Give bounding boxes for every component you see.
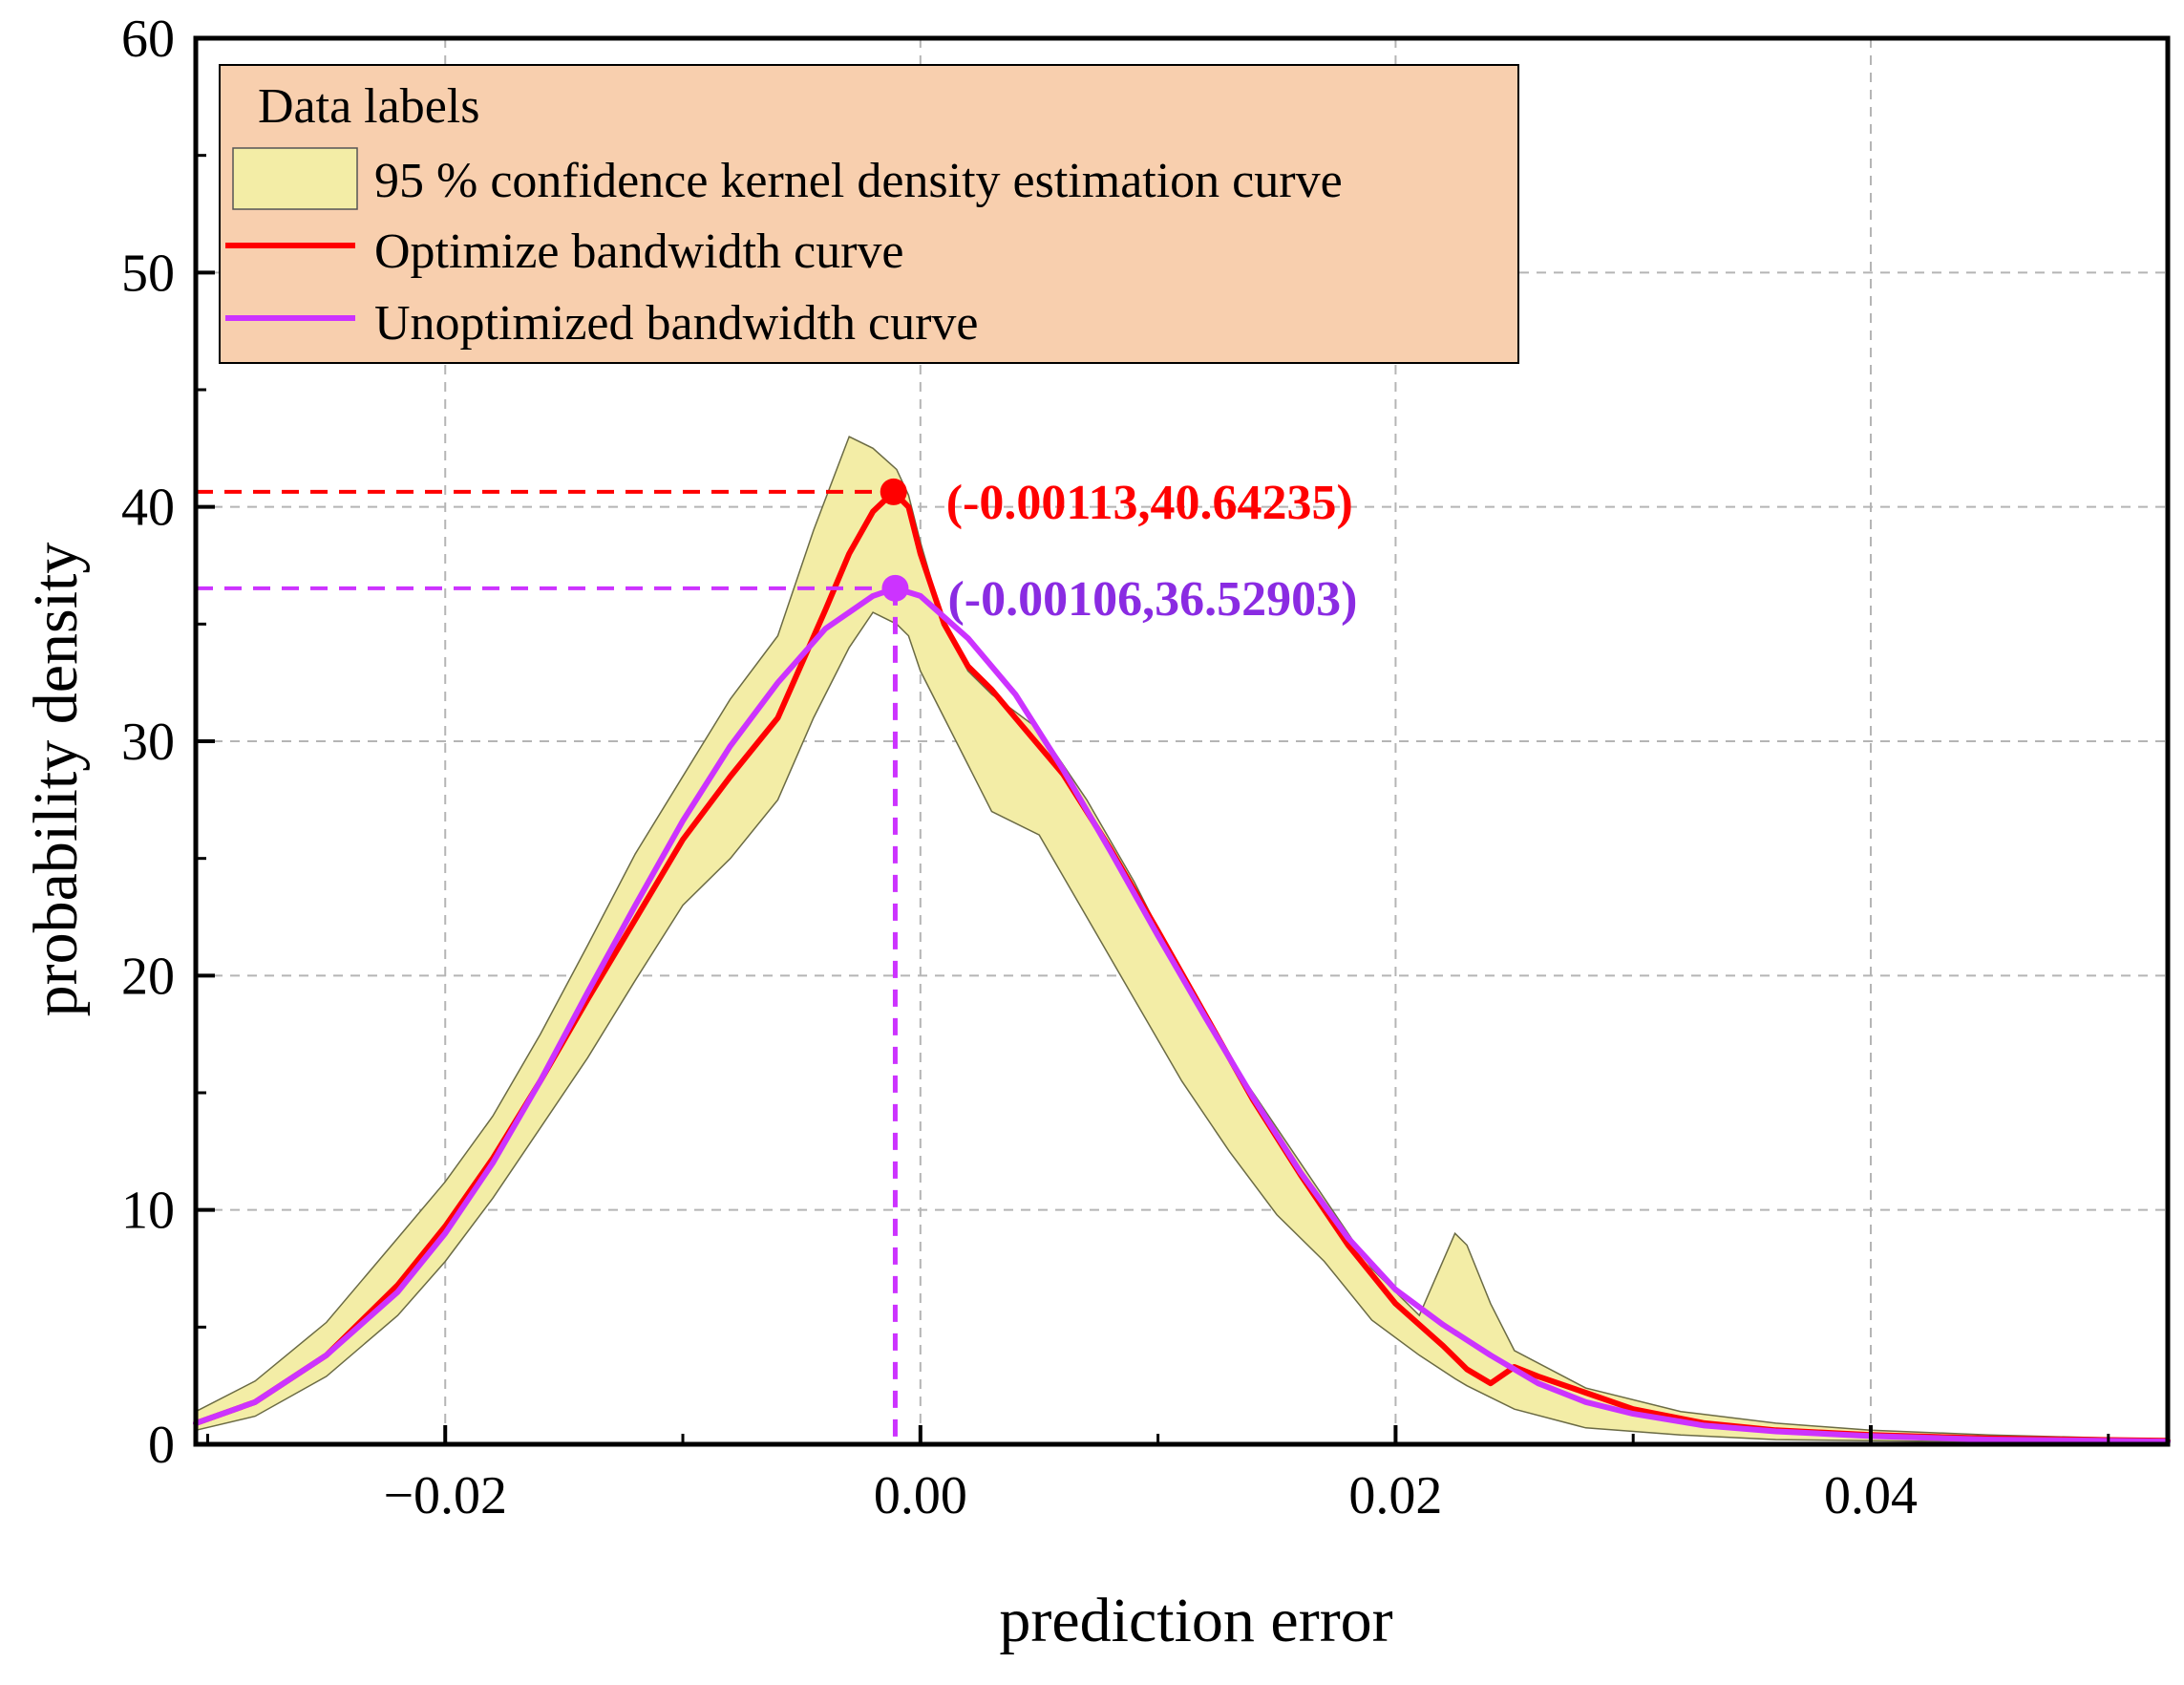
y-tick-label: 0: [148, 1416, 175, 1475]
legend-box: [219, 64, 1519, 364]
y-tick-label: 50: [121, 244, 175, 303]
x-tick-label: 0.02: [1348, 1466, 1442, 1525]
x-tick-label: 0.00: [874, 1466, 967, 1525]
optimized-bandwidth-line: [193, 489, 2171, 1444]
x-tick-label: −0.02: [383, 1466, 507, 1525]
axis-ticks: −0.02 0.00 0.02 0.04 0 10 20 30 40 50 60: [121, 10, 2110, 1525]
legend-label-optimized: Optimize bandwidth curve: [374, 224, 904, 279]
legend-band-swatch: [232, 147, 358, 210]
peak-marker: [880, 478, 907, 505]
y-tick-label: 60: [121, 10, 175, 69]
peak-marker: [881, 574, 909, 602]
legend: Data labels 95 % confidence kernel densi…: [219, 64, 1519, 364]
y-tick-label: 20: [121, 947, 175, 1006]
peak-annotation-label: (-0.00113,40.64235): [946, 476, 1353, 530]
y-tick-label: 30: [121, 713, 175, 772]
legend-label-unoptimized: Unoptimized bandwidth curve: [374, 296, 979, 351]
y-tick-label: 40: [121, 479, 175, 538]
y-tick-label: 10: [121, 1182, 175, 1241]
x-axis-title: prediction error: [999, 1586, 1392, 1655]
unoptimized-bandwidth-line: [193, 585, 2171, 1445]
series-layer: [193, 489, 2171, 1445]
x-tick-label: 0.04: [1824, 1466, 1918, 1525]
y-axis-title: probability density: [21, 543, 91, 1017]
legend-title: Data labels: [258, 79, 479, 134]
legend-label-band: 95 % confidence kernel density estimatio…: [374, 154, 1343, 208]
peak-annotation-label: (-0.00106,36.52903): [947, 572, 1357, 627]
annotation-layer: (-0.00113,40.64235) (-0.00106,36.52903): [196, 476, 1357, 1444]
